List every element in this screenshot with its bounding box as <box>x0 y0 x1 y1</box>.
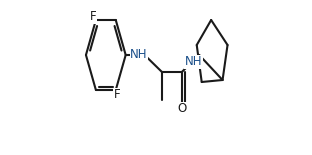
Text: F: F <box>90 10 96 23</box>
Text: NH: NH <box>130 49 148 62</box>
Text: F: F <box>114 88 121 101</box>
Text: NH: NH <box>185 55 202 69</box>
Text: O: O <box>177 102 187 115</box>
